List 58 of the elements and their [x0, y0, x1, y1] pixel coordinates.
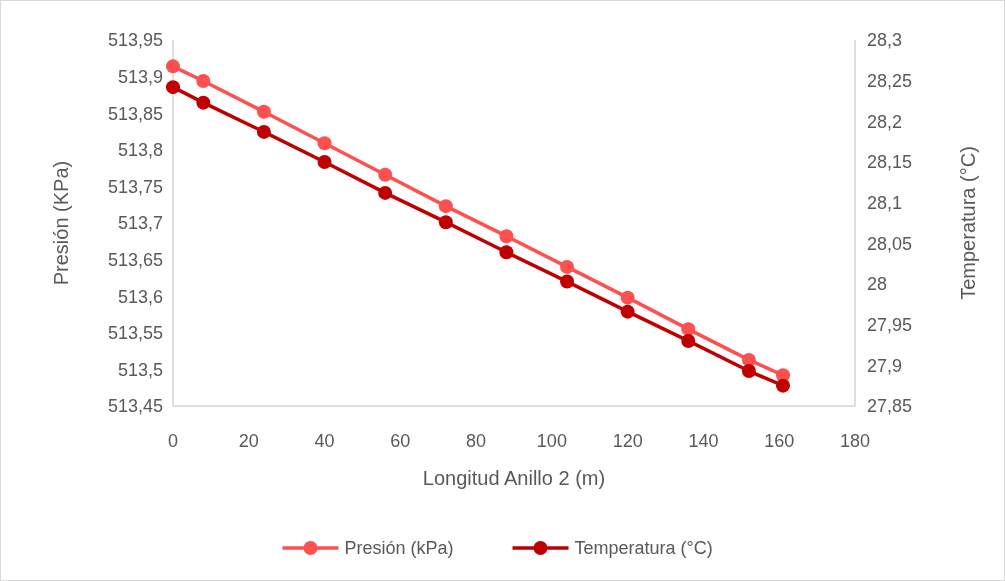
y2-tick-label: 27,95	[867, 314, 913, 335]
point	[256, 124, 271, 139]
point	[438, 215, 453, 230]
y-tick-label: 513,95	[107, 30, 163, 51]
y-axis-title: Presión (KPa)	[50, 160, 72, 286]
x-tick-label: 100	[536, 431, 567, 451]
y-tick-label: 513,6	[117, 286, 163, 307]
point	[378, 185, 393, 200]
y-tick-label: 513,5	[117, 359, 163, 380]
y-tick-label: 513,45	[107, 396, 163, 417]
point	[166, 59, 180, 74]
x-tick-label: 20	[238, 431, 259, 451]
point	[499, 229, 514, 244]
y2-tick-label: 28	[867, 274, 888, 295]
x-tick-label: 180	[839, 431, 871, 451]
y-tick-label: 513,65	[107, 249, 163, 270]
point	[560, 259, 575, 274]
point	[620, 290, 635, 305]
y2-tick-label: 27,85	[867, 396, 913, 417]
y2-tick-label: 28,05	[867, 233, 913, 254]
x-tick-label: 160	[764, 431, 795, 451]
y2-tick-label: 28,1	[867, 192, 903, 213]
x-tick-label: 140	[688, 431, 719, 451]
legend-label: Temperatura (°C)	[574, 538, 713, 559]
y-tick-label: 513,7	[117, 213, 163, 234]
point	[776, 378, 791, 393]
point	[196, 73, 211, 88]
y-tick-label: 513,75	[107, 176, 163, 197]
y2-tick-label: 28,25	[867, 70, 913, 91]
point	[741, 364, 756, 379]
x-tick-label: 0	[167, 431, 179, 451]
y2-tick-label: 28,15	[867, 152, 913, 173]
point	[256, 104, 271, 119]
x-tick-label: 120	[612, 431, 643, 451]
point	[378, 167, 393, 182]
y2-tick-label: 27,9	[867, 355, 903, 376]
point	[317, 155, 332, 169]
point	[681, 333, 696, 348]
y2-tick-label: 28,3	[867, 30, 903, 51]
point	[196, 95, 211, 110]
x-tick-label: 40	[314, 431, 335, 451]
point	[317, 136, 332, 151]
x-axis-title: Longitud Anillo 2 (m)	[422, 467, 606, 489]
y-tick-label: 513,8	[117, 140, 163, 161]
point	[681, 322, 696, 337]
y2-axis-title: Temperatura (°C)	[957, 146, 979, 300]
point	[166, 80, 180, 95]
point	[438, 199, 453, 214]
x-tick-label: 80	[466, 431, 487, 451]
point	[620, 304, 635, 319]
legend-label: Presión (kPa)	[344, 538, 454, 559]
y-tick-label: 513,9	[117, 66, 163, 87]
x-tick-label: 60	[390, 431, 411, 451]
point	[499, 245, 514, 260]
y2-tick-label: 28,2	[867, 111, 903, 132]
y-tick-label: 513,85	[107, 103, 163, 124]
point	[560, 274, 575, 289]
y-tick-label: 513,55	[107, 323, 163, 344]
